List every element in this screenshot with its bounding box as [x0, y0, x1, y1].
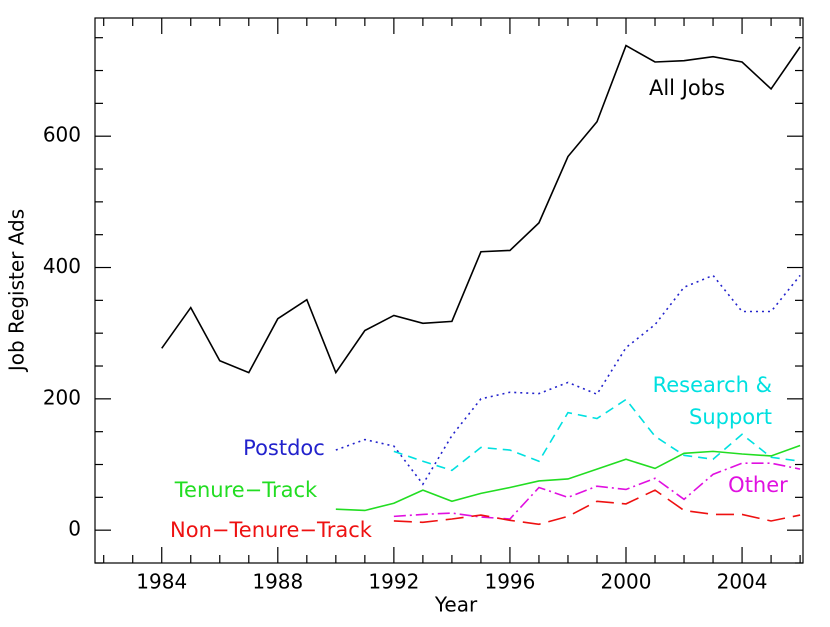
series-line [393, 462, 801, 520]
series-label: Research & Support [652, 373, 772, 429]
plot-frame [94, 17, 804, 564]
x-tick-label: 1992 [368, 570, 419, 594]
series-line [335, 444, 801, 512]
series-label-box: Research & Support [652, 373, 772, 429]
y-tick-label: 400 [43, 254, 81, 278]
x-tick-label: 2004 [717, 570, 768, 594]
y-tick-label: 200 [43, 385, 81, 409]
series-line [161, 44, 801, 375]
series-label: Other [728, 473, 788, 497]
series-line [393, 398, 801, 472]
y-axis-label: Job Register Ads [5, 209, 29, 373]
x-tick-label: 2000 [601, 570, 652, 594]
series-line [335, 274, 801, 486]
x-tick-label: 1984 [136, 570, 187, 594]
series-label: All Jobs [649, 76, 725, 100]
series-line [393, 489, 801, 526]
y-tick-label: 0 [68, 517, 81, 541]
x-tick-label: 1988 [252, 570, 303, 594]
series-label: Non−Tenure−Track [170, 518, 373, 542]
y-tick-label: 600 [43, 123, 81, 147]
series-label: Tenure−Track [174, 478, 318, 502]
x-tick-label: 1996 [484, 570, 535, 594]
series-label: Postdoc [243, 436, 325, 460]
x-axis-label: Year [434, 593, 478, 617]
